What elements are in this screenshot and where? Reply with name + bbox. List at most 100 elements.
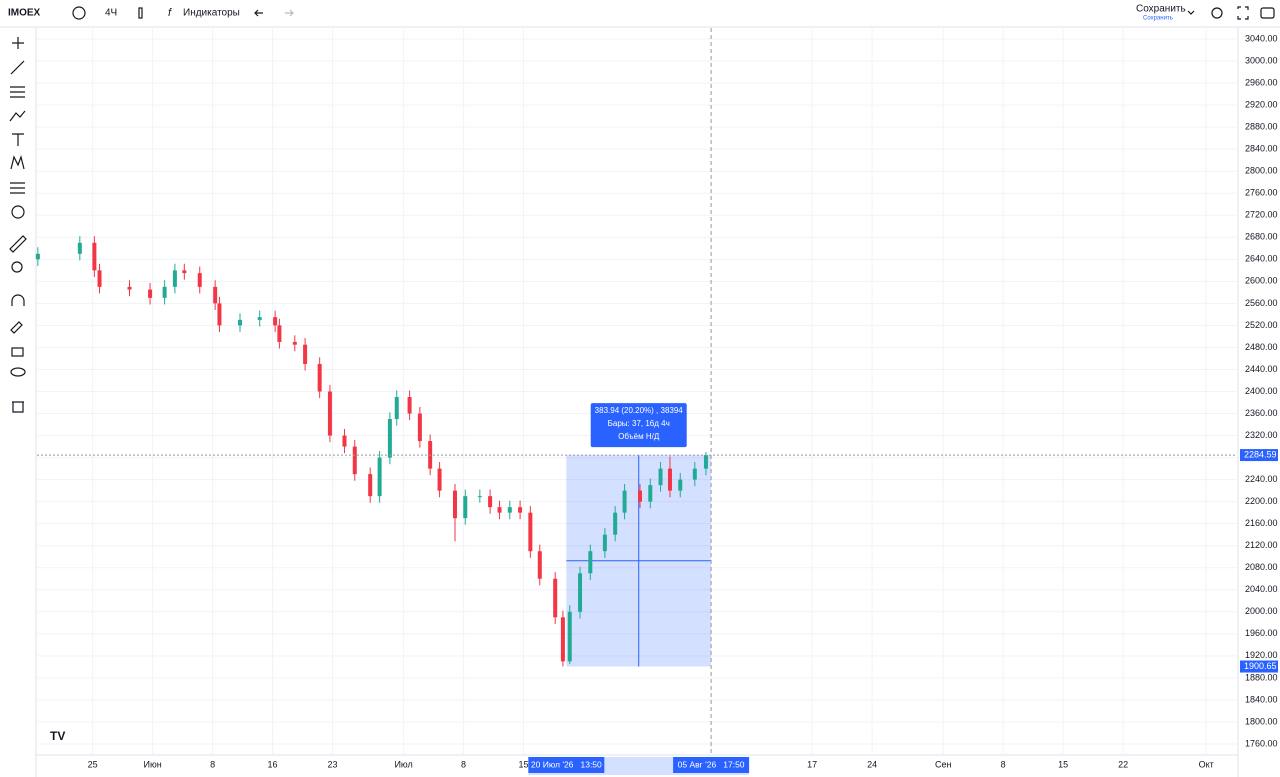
lock-tool[interactable] bbox=[11, 347, 24, 357]
save-menu[interactable] bbox=[1187, 10, 1195, 15]
range-label-bg bbox=[528, 757, 605, 773]
x-tick-label: 25 bbox=[88, 759, 98, 769]
y-tick-label: 1960.00 bbox=[1245, 628, 1278, 638]
candle-body bbox=[667, 468, 672, 491]
y-tick-label: 1840.00 bbox=[1245, 694, 1278, 704]
y-tick-label: 1760.00 bbox=[1245, 738, 1278, 748]
candle-body bbox=[528, 512, 533, 552]
candle-body bbox=[273, 317, 278, 326]
prediction-tool[interactable] bbox=[10, 182, 25, 194]
candle-body bbox=[678, 479, 683, 491]
candle-body bbox=[213, 286, 218, 304]
y-tick-label: 2200.00 bbox=[1245, 496, 1278, 506]
add-symbol[interactable] bbox=[72, 6, 86, 20]
candle-body bbox=[648, 485, 653, 502]
symbol[interactable]: IMOEX bbox=[8, 8, 41, 19]
y-tick-label: 1920.00 bbox=[1245, 650, 1278, 660]
chart-type[interactable] bbox=[138, 7, 143, 19]
interval[interactable]: 4Ч bbox=[105, 8, 117, 19]
candle-body bbox=[452, 490, 457, 519]
x-tick-label: 8 bbox=[1001, 759, 1006, 769]
candle-body bbox=[613, 512, 618, 535]
y-tick-label: 2720.00 bbox=[1245, 210, 1278, 220]
candle-body bbox=[92, 242, 97, 271]
x-tick-label: Июл bbox=[394, 759, 412, 769]
candle-body bbox=[394, 397, 399, 420]
y-tick-label: 2040.00 bbox=[1245, 584, 1278, 594]
logo[interactable]: TV bbox=[50, 729, 65, 743]
candle-body bbox=[342, 435, 347, 447]
candle-body bbox=[692, 468, 697, 480]
candle-body bbox=[602, 534, 607, 552]
brush-tool[interactable] bbox=[9, 110, 26, 122]
x-tick-label: 24 bbox=[867, 759, 877, 769]
y-tick-label: 2120.00 bbox=[1245, 540, 1278, 550]
candle-body bbox=[658, 468, 663, 486]
y-tick-label: 2160.00 bbox=[1245, 518, 1278, 528]
candle-body bbox=[537, 551, 542, 579]
magnet-tool[interactable] bbox=[11, 294, 25, 306]
candle-body bbox=[588, 551, 593, 574]
candle-body bbox=[387, 419, 392, 458]
y-tick-label: 2000.00 bbox=[1245, 606, 1278, 616]
price-label: 2284.59 bbox=[1244, 449, 1277, 459]
x-tick-label: 15 bbox=[519, 759, 529, 769]
delete-tool[interactable] bbox=[12, 401, 24, 413]
y-tick-label: 3000.00 bbox=[1245, 55, 1278, 65]
candle-body bbox=[327, 391, 332, 436]
fib-tool[interactable] bbox=[10, 86, 25, 98]
y-tick-label: 2640.00 bbox=[1245, 254, 1278, 264]
icon-tool[interactable] bbox=[11, 205, 25, 219]
grid bbox=[37, 28, 1237, 755]
trendline-tool[interactable] bbox=[10, 60, 25, 75]
range-label: 05 Авг '26 17:50 bbox=[678, 759, 745, 769]
save-status: Сохранить bbox=[1143, 16, 1173, 22]
y-tick-label: 2480.00 bbox=[1245, 342, 1278, 352]
fullscreen[interactable] bbox=[1237, 6, 1249, 20]
lock-drawing-tool[interactable] bbox=[10, 321, 23, 334]
price-label: 1900.65 bbox=[1244, 661, 1277, 671]
text-tool[interactable] bbox=[12, 133, 24, 146]
candle-body bbox=[257, 317, 262, 320]
x-tick-label: 8 bbox=[210, 759, 215, 769]
candle-body bbox=[162, 286, 167, 298]
candle-body bbox=[507, 507, 512, 513]
y-tick-label: 2080.00 bbox=[1245, 562, 1278, 572]
price-label-bg bbox=[1240, 660, 1278, 673]
ruler-tool[interactable] bbox=[9, 235, 27, 253]
y-tick-label: 2400.00 bbox=[1245, 386, 1278, 396]
y-tick-label: 2680.00 bbox=[1245, 232, 1278, 242]
range-label-bg bbox=[673, 757, 750, 773]
candle-body bbox=[477, 496, 482, 498]
candle-body bbox=[317, 363, 322, 392]
pattern-tool[interactable] bbox=[10, 154, 25, 170]
x-tick-label: 22 bbox=[1118, 759, 1128, 769]
y-tick-label: 2920.00 bbox=[1245, 99, 1278, 109]
save-button[interactable]: Сохранить bbox=[1136, 4, 1186, 15]
y-tick-label: 1880.00 bbox=[1245, 672, 1278, 682]
candle-body bbox=[567, 611, 572, 662]
y-tick-label: 2800.00 bbox=[1245, 166, 1278, 176]
candle-body bbox=[497, 507, 502, 513]
zoom-tool[interactable] bbox=[11, 261, 23, 273]
drawing-tools bbox=[9, 37, 27, 413]
x-tick-label: Июн bbox=[144, 759, 162, 769]
candle-body bbox=[35, 253, 40, 260]
y-tick-label: 2360.00 bbox=[1245, 408, 1278, 418]
candle-body bbox=[637, 490, 642, 502]
candle-body bbox=[303, 344, 308, 364]
fx-icon[interactable]: f bbox=[168, 7, 172, 19]
undo[interactable] bbox=[254, 9, 263, 17]
visibility-tool[interactable] bbox=[10, 367, 26, 377]
x-tick-label: 16 bbox=[268, 759, 278, 769]
plot bbox=[35, 236, 712, 667]
candle-body bbox=[352, 446, 357, 475]
indicators[interactable]: Индикаторы bbox=[183, 8, 240, 19]
crosshair-tool[interactable] bbox=[12, 37, 24, 49]
y-tick-label: 2960.00 bbox=[1245, 77, 1278, 87]
redo[interactable] bbox=[285, 9, 294, 17]
settings[interactable] bbox=[1211, 7, 1223, 19]
screenshot[interactable] bbox=[1260, 7, 1275, 19]
candle-body bbox=[518, 507, 523, 513]
